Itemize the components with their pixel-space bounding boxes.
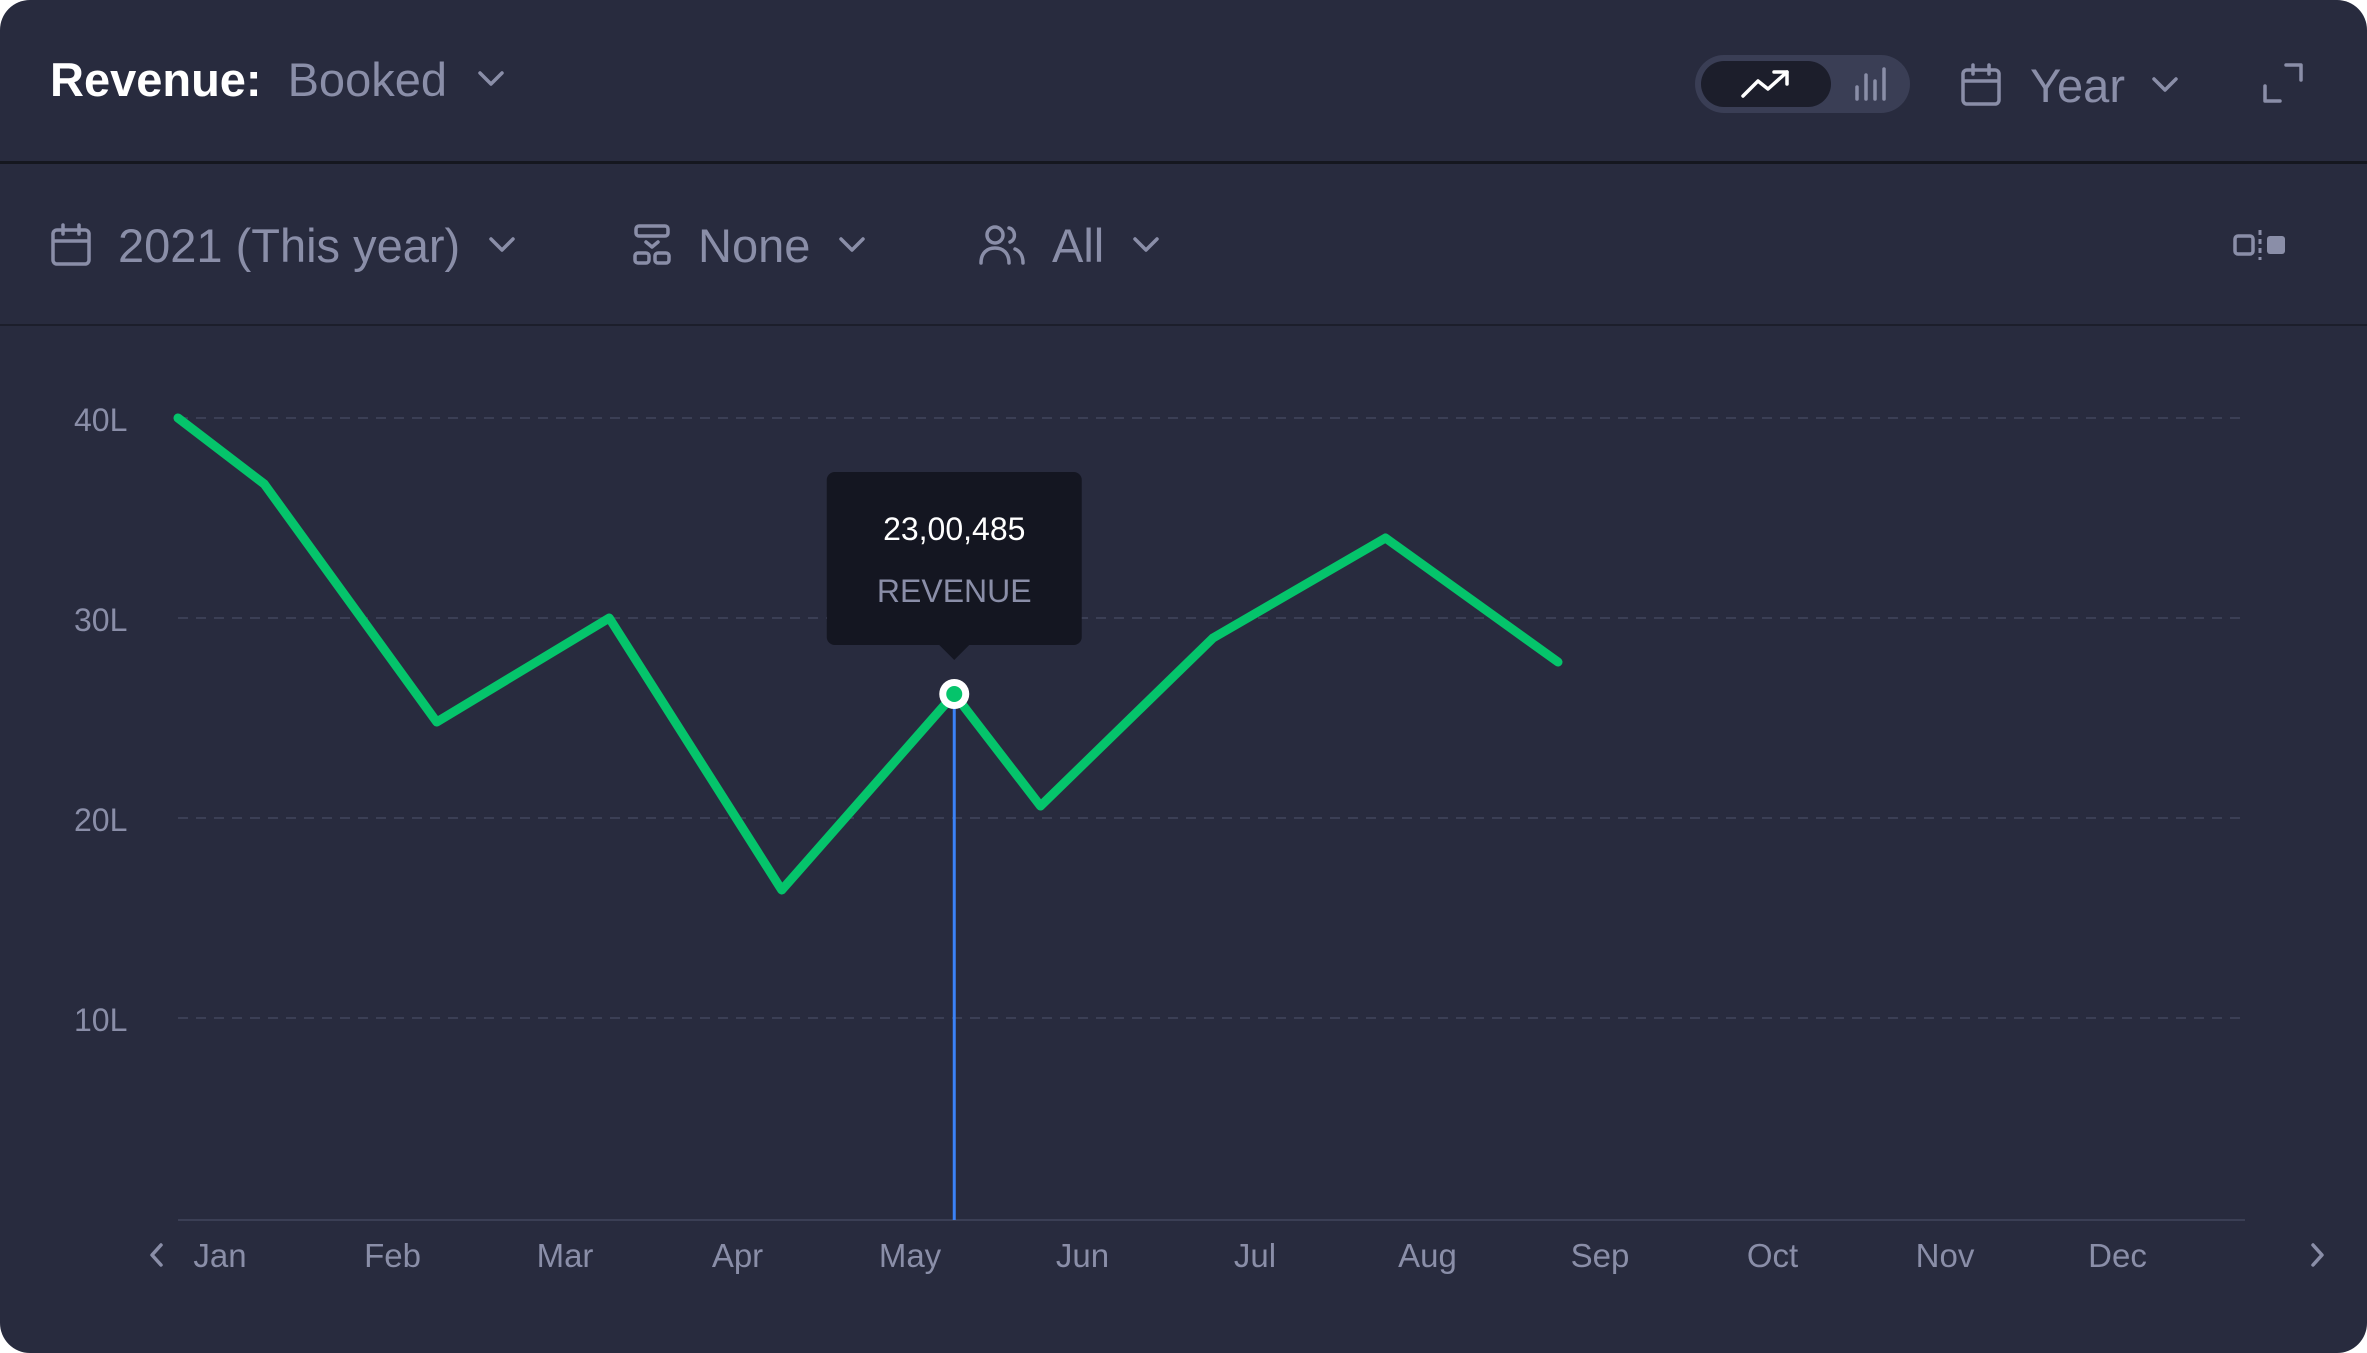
y-tick-label: 20L [74,802,127,838]
compare-icon [2233,230,2285,260]
tooltip-box [826,472,1082,645]
chevron-left-icon[interactable] [150,1243,163,1267]
compare-toggle-button[interactable] [2232,228,2288,262]
bar-chart-icon [1854,67,1886,101]
tooltip-label: REVENUE [877,573,1032,609]
revenue-series-line [173,413,1563,895]
x-tick-label-dec: Dec [2088,1237,2147,1274]
x-tick-label-aug: Aug [1398,1237,1457,1274]
group-by-label: None [698,218,811,272]
chart-svg: 10L 20L 30L 40L Jan Feb Mar Apr May Jun Jul Aug Sep O… [74,402,2324,1274]
x-tick-label-mar: Mar [537,1237,594,1274]
filter-bar: 2021 (This year) None [0,164,2367,326]
period-label: Year [2030,58,2125,112]
x-tick-label-jan: Jan [193,1237,246,1274]
chevron-down-icon [838,236,866,254]
chevron-down-icon [488,236,516,254]
y-tick-label: 40L [74,402,127,438]
group-by-filter[interactable]: None [632,214,866,276]
group-icon [633,224,671,265]
card-header: Revenue: Booked [0,0,2367,164]
users-label: All [1052,218,1105,272]
x-tick-label-nov: Nov [1916,1237,1975,1274]
x-tick-label-jun: Jun [1056,1237,1109,1274]
chart-type-toggle [1695,55,1910,113]
tooltip-value: 23,00,485 [883,511,1025,547]
expand-button[interactable] [2262,62,2304,104]
tooltip-pointer [939,645,970,660]
users-icon [979,225,1025,265]
period-selector[interactable]: Year [1960,52,2179,118]
calendar-icon [51,223,91,266]
chevron-down-icon [477,70,505,88]
revenue-line-chart: 10L 20L 30L 40L Jan Feb Mar Apr May Jun Jul Aug Sep O… [0,326,2367,1353]
bar-chart-toggle-button[interactable] [1835,61,1904,107]
chevron-down-icon [2151,76,2179,94]
chevron-down-icon [1132,236,1160,254]
x-tick-label-sep: Sep [1571,1237,1630,1274]
users-filter[interactable]: All [978,214,1160,276]
x-tick-label-oct: Oct [1747,1237,1798,1274]
trending-up-icon [1741,70,1789,98]
chevron-right-icon[interactable] [2311,1243,2324,1267]
metric-label: Revenue: [50,52,262,106]
line-chart-toggle-button[interactable] [1701,61,1831,107]
metric-selector[interactable]: Revenue: Booked [50,46,505,112]
y-tick-label: 10L [74,1002,127,1038]
x-tick-label-may: May [879,1237,942,1274]
expand-icon [2263,63,2303,103]
date-range-filter[interactable]: 2021 (This year) [50,214,516,276]
highlighted-point[interactable] [946,686,963,702]
date-range-label: 2021 (This year) [118,218,461,272]
x-tick-label-feb: Feb [364,1237,421,1274]
calendar-icon [1961,63,2001,106]
y-tick-label: 30L [74,602,127,638]
metric-value: Booked [287,52,447,106]
x-tick-label-jul: Jul [1234,1237,1276,1274]
x-tick-label-apr: Apr [712,1237,763,1274]
